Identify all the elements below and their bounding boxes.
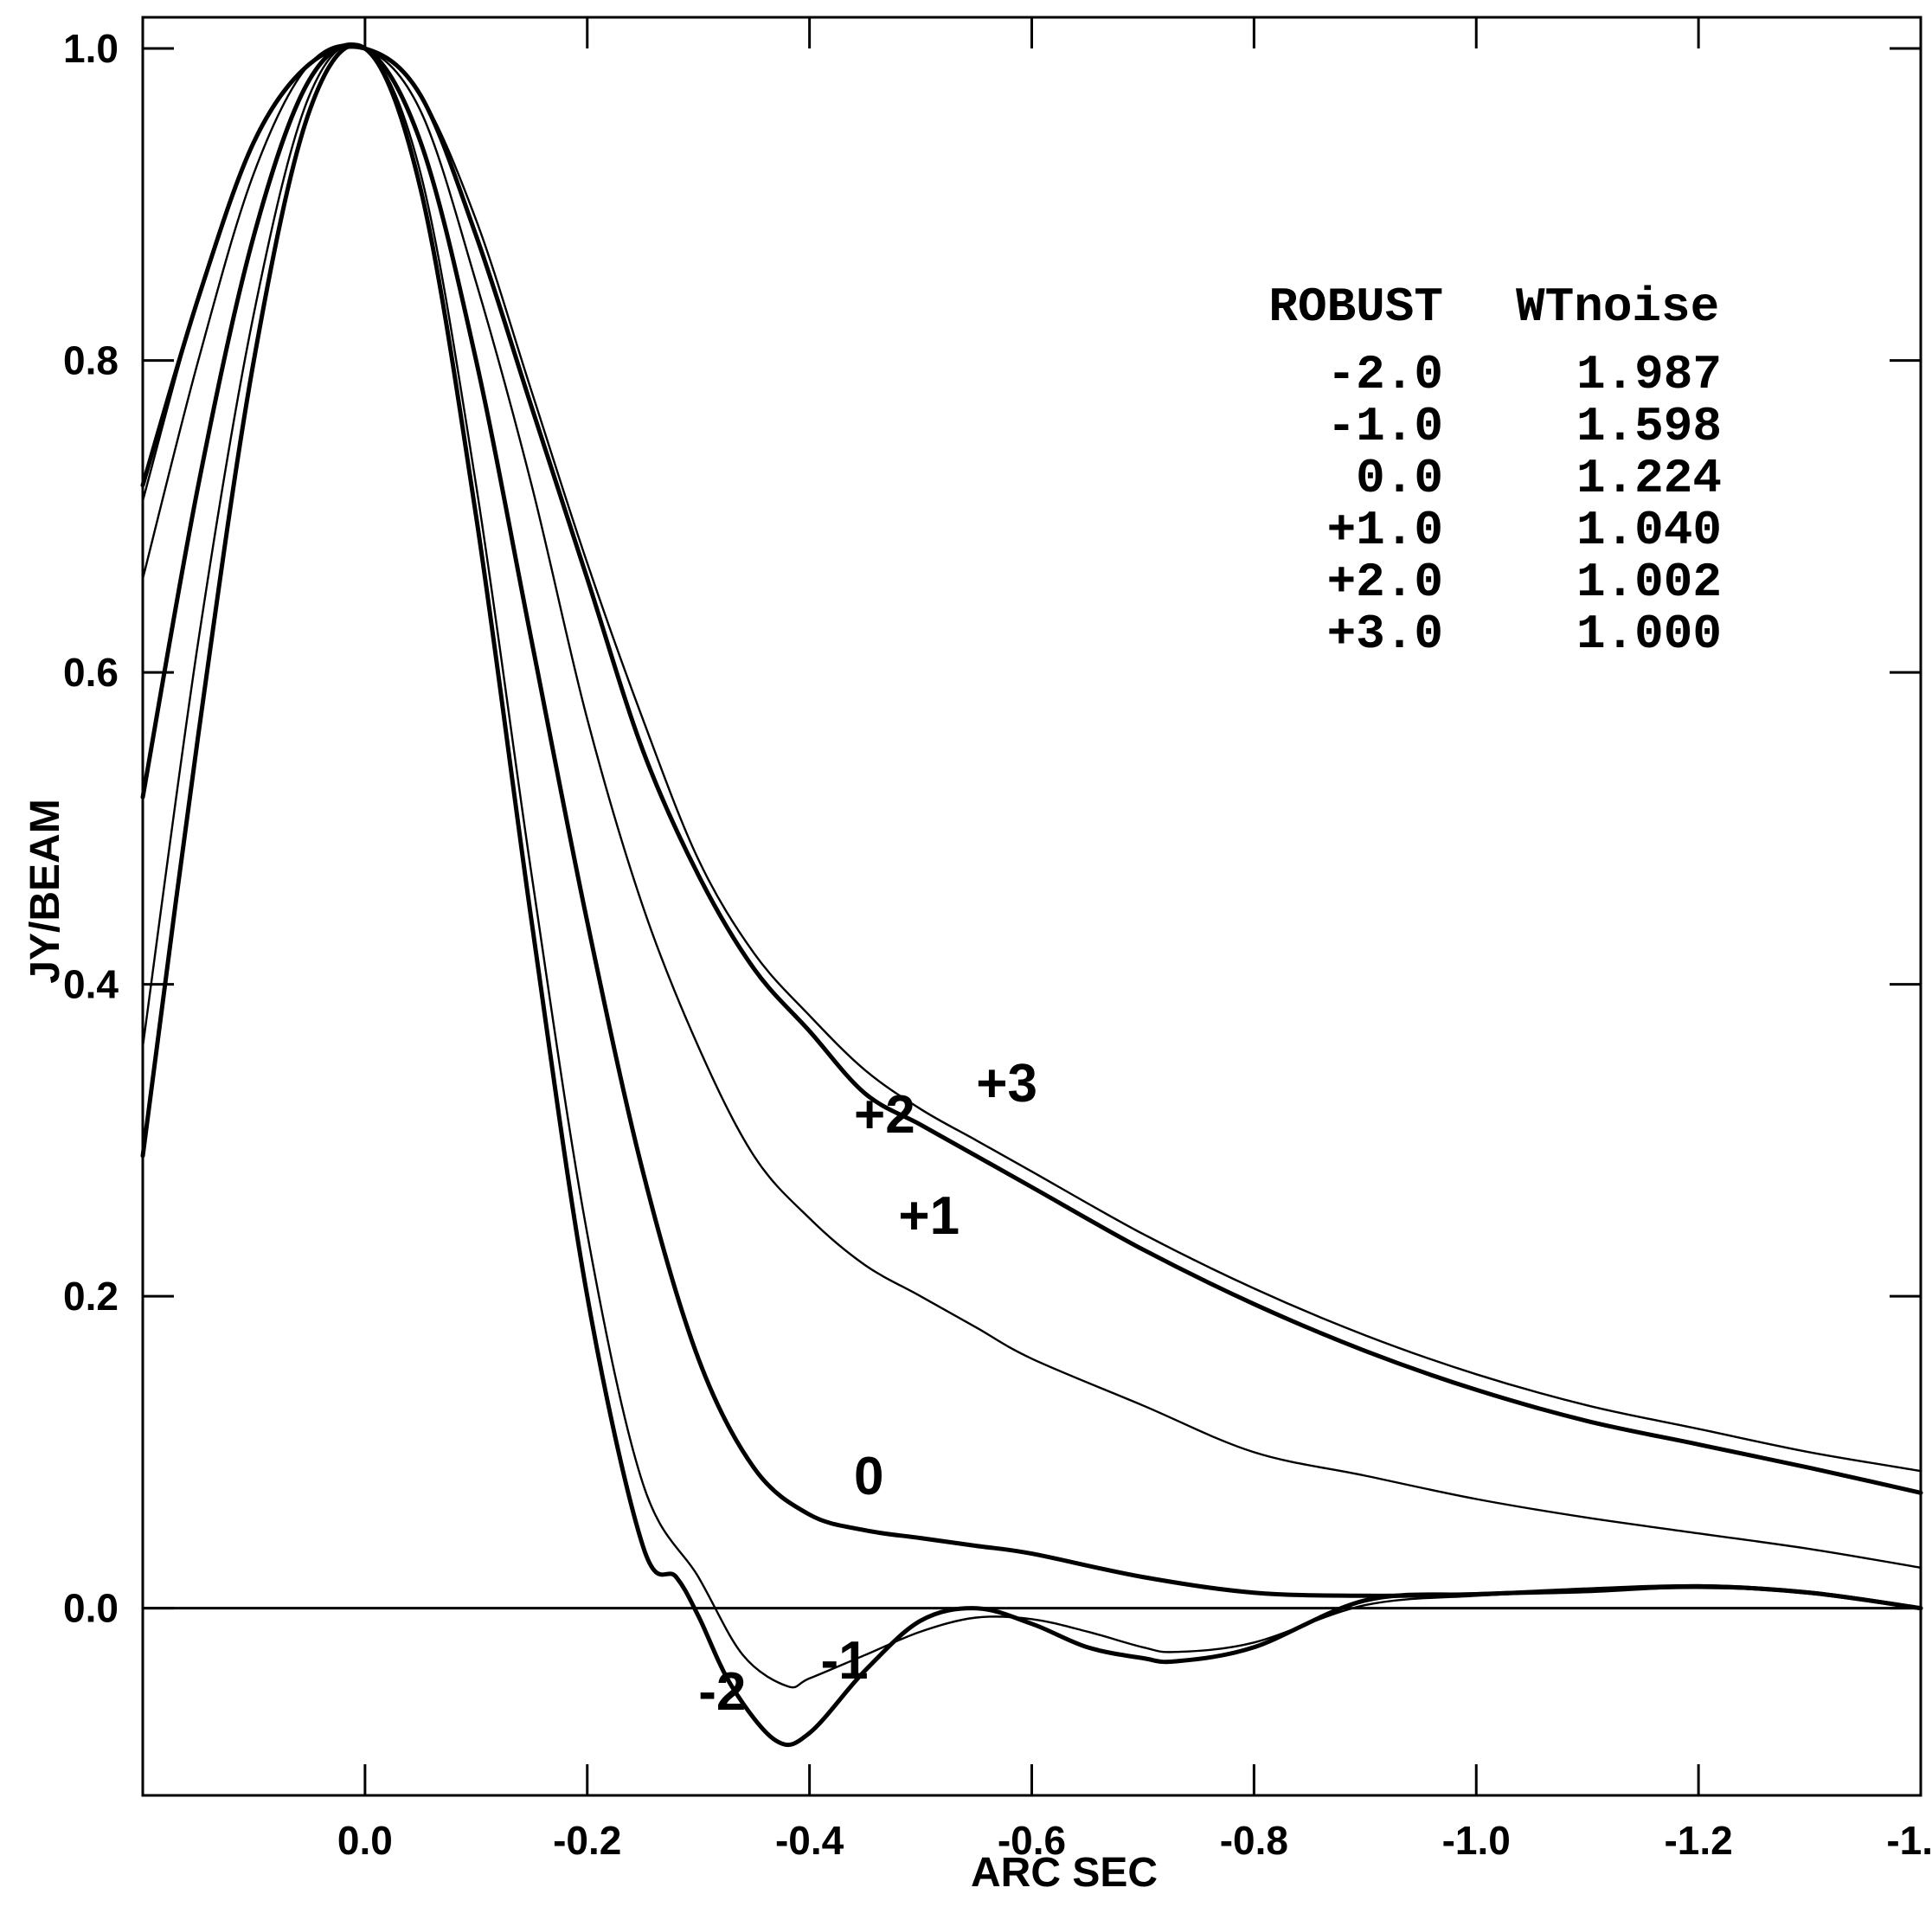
x-tick-label: -0.4 — [775, 1818, 844, 1863]
y-tick-label: 0.0 — [63, 1586, 119, 1631]
y-tick-labels: 0.0 0.2 0.4 0.6 0.8 1.0 — [63, 26, 119, 1631]
y-tick-label: 1.0 — [63, 26, 119, 71]
legend-wtnoise-value: 1.987 — [1576, 347, 1722, 402]
curve-label: 0 — [854, 1447, 883, 1506]
curve-labels: -2 -1 0 +1 +2 +3 — [698, 1054, 1037, 1722]
curve-robust-minus2 — [140, 42, 1923, 1748]
legend-robust-value: 0.0 — [1356, 451, 1443, 506]
x-tick-label: -0.2 — [553, 1818, 621, 1863]
x-tick-label: 0.0 — [337, 1818, 393, 1863]
x-tick-label: -0.6 — [998, 1818, 1066, 1863]
curve-label: -1 — [820, 1631, 868, 1691]
y-tick-label: 0.4 — [63, 962, 119, 1007]
y-tick-label: 0.8 — [63, 338, 119, 383]
x-tick-label: -1.2 — [1664, 1818, 1732, 1863]
axis-ticks — [143, 17, 1922, 1795]
legend-wtnoise-value: 1.002 — [1576, 555, 1722, 610]
beam-curves — [140, 42, 1923, 1748]
y-tick-label: 0.2 — [63, 1274, 119, 1319]
legend-robust-value: -1.0 — [1327, 399, 1443, 454]
x-tick-label: -0.8 — [1220, 1818, 1288, 1863]
legend-robust-value: +1.0 — [1327, 503, 1443, 558]
curve-robust-0 — [140, 42, 1923, 1611]
legend-header-wtnoise: WTnoise — [1516, 279, 1719, 335]
curve-label: +3 — [976, 1054, 1037, 1114]
curve-label: +1 — [898, 1186, 960, 1246]
curve-label: +2 — [854, 1085, 915, 1145]
legend-wtnoise-value: 1.224 — [1576, 451, 1722, 506]
legend-wtnoise-value: 1.000 — [1576, 607, 1722, 662]
x-tick-labels: 0.0 -0.2 -0.4 -0.6 -0.8 -1.0 -1.2 -1.4 — [337, 1818, 1932, 1863]
y-tick-label: 0.6 — [63, 650, 119, 695]
legend-robust-value: -2.0 — [1327, 347, 1443, 402]
legend-wtnoise-value: 1.598 — [1576, 399, 1722, 454]
legend-robust-value: +2.0 — [1327, 555, 1443, 610]
x-axis-title: ARC SEC — [971, 1850, 1158, 1896]
legend-robust-value: +3.0 — [1327, 607, 1443, 662]
legend-header-robust: ROBUST — [1268, 279, 1443, 335]
curve-robust-plus1 — [141, 43, 1922, 1569]
curve-robust-minus1 — [141, 42, 1922, 1689]
x-tick-label: -1.0 — [1442, 1818, 1511, 1863]
y-axis-title: JY/BEAM — [22, 799, 68, 983]
x-tick-label: -1.4 — [1886, 1818, 1932, 1863]
legend-table: ROBUST WTnoise -2.0 1.987 -1.0 1.598 0.0… — [1268, 279, 1722, 662]
curve-label: -2 — [698, 1662, 746, 1722]
legend-wtnoise-value: 1.040 — [1576, 503, 1722, 558]
curve-robust-plus3 — [141, 45, 1922, 1473]
